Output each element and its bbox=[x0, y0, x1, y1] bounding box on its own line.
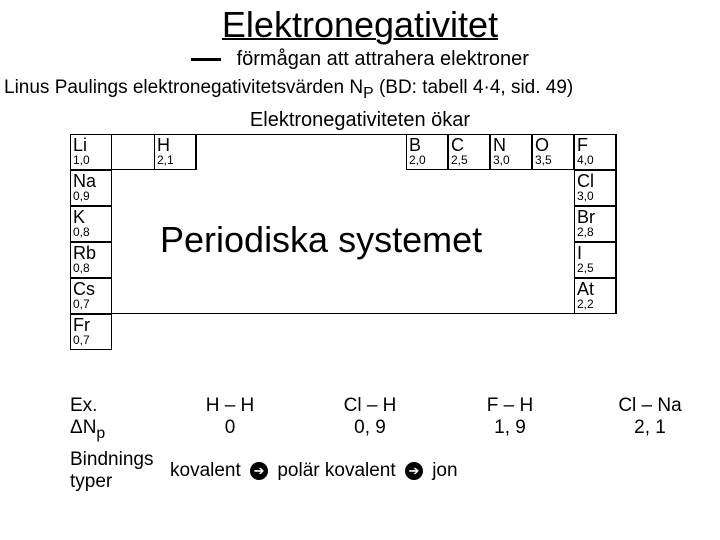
cell-f: F4,0 bbox=[574, 134, 616, 170]
cell-val: 2,8 bbox=[575, 226, 615, 238]
cell-at: At2,2 bbox=[574, 278, 616, 314]
cell-br: Br2,8 bbox=[574, 206, 616, 242]
cell-val: 4,0 bbox=[575, 154, 615, 166]
cell-val: 0,9 bbox=[71, 190, 111, 202]
bond-label2: typer bbox=[70, 471, 112, 492]
cell-cs: Cs0,7 bbox=[70, 278, 112, 314]
arrow-icon-1: ➔ bbox=[250, 462, 268, 480]
cell-rb: Rb0,8 bbox=[70, 242, 112, 278]
increases-label: Elektronegativiteten ökar bbox=[0, 109, 720, 132]
cell-sym: K bbox=[71, 207, 111, 226]
examples-row2: ΔNp 0 0, 9 1, 9 2, 1 bbox=[70, 417, 720, 443]
cell-val: 1,0 bbox=[71, 154, 111, 166]
subtitle-dash bbox=[191, 58, 221, 61]
cell-sym: Cl bbox=[575, 171, 615, 190]
bond-t3: jon bbox=[432, 460, 457, 481]
ex-c2-top: F – H bbox=[440, 395, 580, 417]
cell-sym: I bbox=[575, 243, 615, 262]
cell-sym: N bbox=[491, 135, 531, 154]
cell-val: 2,2 bbox=[575, 298, 615, 310]
cell-val: 3,0 bbox=[491, 154, 531, 166]
bond-text: kovalent ➔ polär kovalent ➔ jon bbox=[170, 460, 458, 482]
ex-label2: ΔNp bbox=[70, 417, 160, 443]
cell-sym: B bbox=[407, 135, 447, 154]
arrow-icon-2: ➔ bbox=[405, 462, 423, 480]
cell-i: I2,5 bbox=[574, 242, 616, 278]
periodic-label: Periodiska systemet bbox=[160, 219, 482, 261]
ref-part-b: (BD: tabell 4·4, sid. 49) bbox=[374, 77, 574, 98]
cell-na: Na0,9 bbox=[70, 170, 112, 206]
cell-val: 2,5 bbox=[575, 262, 615, 274]
cell-val: 0,8 bbox=[71, 226, 111, 238]
cell-val: 0,7 bbox=[71, 298, 111, 310]
bond-t2: polär kovalent bbox=[277, 460, 395, 481]
ex-c3-bot: 2, 1 bbox=[580, 417, 720, 443]
ref-part-a: Linus Paulings elektronegativitetsvärden… bbox=[4, 77, 363, 98]
ex-c1-bot: 0, 9 bbox=[300, 417, 440, 443]
ex-c3-top: Cl – Na bbox=[580, 395, 720, 417]
cell-cl: Cl3,0 bbox=[574, 170, 616, 206]
cell-fr: Fr0,7 bbox=[70, 314, 112, 350]
ref-sub: P bbox=[363, 85, 374, 102]
ex-label1: Ex. bbox=[70, 395, 160, 417]
cell-sym: Fr bbox=[71, 315, 111, 334]
cell-sym: F bbox=[575, 135, 615, 154]
cell-sym: O bbox=[533, 135, 573, 154]
cell-sym: H bbox=[155, 135, 195, 154]
reference-line: Linus Paulings elektronegativitetsvärden… bbox=[0, 77, 720, 103]
examples-block: Ex. H – H Cl – H F – H Cl – Na ΔNp 0 0, … bbox=[0, 395, 720, 443]
cell-sym: At bbox=[575, 279, 615, 298]
page-title: Elektronegativitet bbox=[0, 0, 720, 46]
ex-c0-top: H – H bbox=[160, 395, 300, 417]
cell-sym: Li bbox=[71, 135, 111, 154]
bond-t1: kovalent bbox=[170, 460, 241, 481]
cell-n: N3,0 bbox=[490, 134, 532, 170]
examples-row1: Ex. H – H Cl – H F – H Cl – Na bbox=[70, 395, 720, 417]
subtitle-text: förmågan att attrahera elektroner bbox=[237, 48, 529, 70]
cell-val: 3,0 bbox=[575, 190, 615, 202]
cell-val: 3,5 bbox=[533, 154, 573, 166]
ex-label2-sub: p bbox=[96, 425, 105, 442]
cell-o: O3,5 bbox=[532, 134, 574, 170]
cell-sym: Cs bbox=[71, 279, 111, 298]
cell-val: 2,5 bbox=[449, 154, 489, 166]
cell-val: 0,8 bbox=[71, 262, 111, 274]
bond-label1: Bindnings bbox=[70, 449, 153, 470]
periodic-table: Periodiska systemet Li1,0Na0,9K0,8Rb0,8C… bbox=[70, 134, 650, 389]
bond-row: Bindnings typer kovalent ➔ polär kovalen… bbox=[0, 449, 720, 493]
cell-li: Li1,0 bbox=[70, 134, 112, 170]
cell-val: 2,1 bbox=[155, 154, 195, 166]
cell-sym: Na bbox=[71, 171, 111, 190]
cell-sym: Br bbox=[575, 207, 615, 226]
ex-c1-top: Cl – H bbox=[300, 395, 440, 417]
bond-label: Bindnings typer bbox=[70, 449, 170, 493]
cell-k: K0,8 bbox=[70, 206, 112, 242]
cell-val: 0,7 bbox=[71, 334, 111, 346]
ex-c0-bot: 0 bbox=[160, 417, 300, 443]
cell-sym: Rb bbox=[71, 243, 111, 262]
cell-c: C2,5 bbox=[448, 134, 490, 170]
cell-sym: C bbox=[449, 135, 489, 154]
ex-label2-text: ΔN bbox=[70, 417, 96, 438]
cell-h: H2,1 bbox=[154, 134, 196, 170]
ex-c2-bot: 1, 9 bbox=[440, 417, 580, 443]
subtitle-row: förmågan att attrahera elektroner bbox=[0, 48, 720, 71]
cell-b: B2,0 bbox=[406, 134, 448, 170]
cell-val: 2,0 bbox=[407, 154, 447, 166]
